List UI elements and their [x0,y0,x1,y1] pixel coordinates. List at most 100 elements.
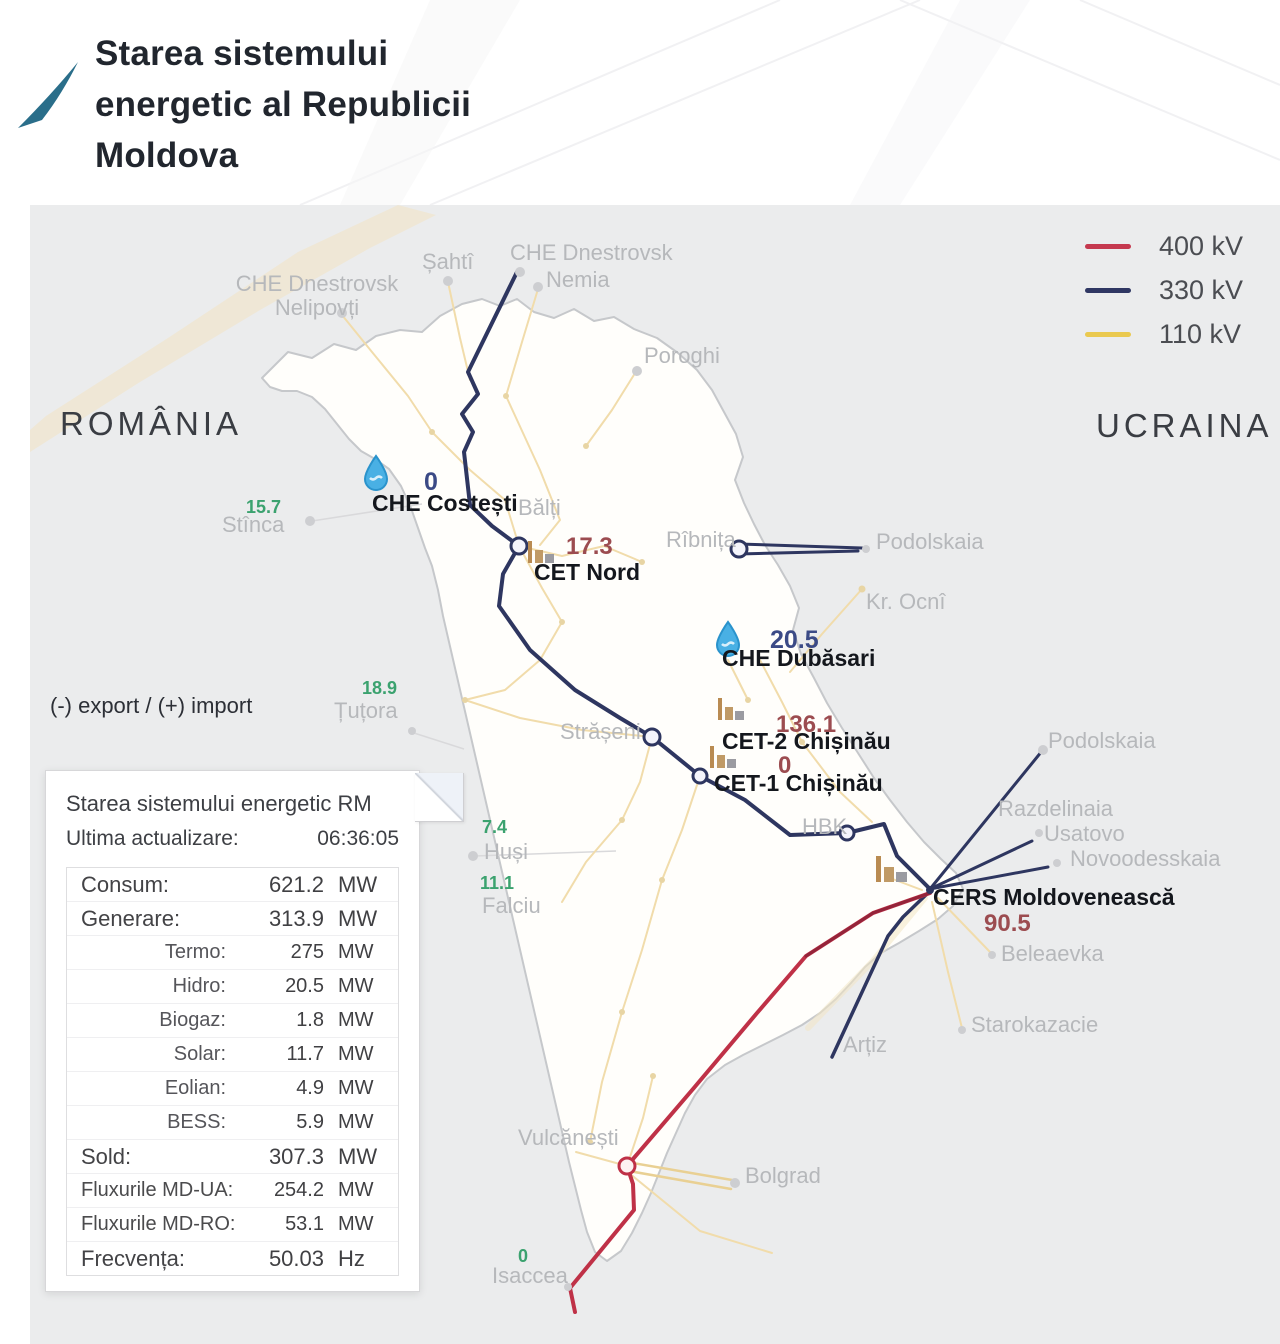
map-label-vulc-ne-ti: Vulcănești [518,1125,619,1150]
panel-row-generare-unit: MW [338,905,378,931]
map-label-ucraina: UCRAINA [1096,407,1273,444]
map-label-ar-iz: Arțiz [843,1032,887,1057]
legend-row-110kv: 110 kV [1085,317,1243,351]
map-label-b-l-i: Bălți [518,495,561,520]
map-label-136-1: 136.1 [776,711,837,738]
panel-row-eolian-label: Eolian: [164,1077,226,1099]
page-title-line3: Moldova [95,136,239,175]
panel-row-fluxurile-md-ro: Fluxurile MD-RO: 53.1 MW [67,1207,398,1241]
junction-dots-110kv [429,393,866,1145]
panel-row-consum-unit: MW [338,871,378,897]
map-label-cet-nord: CET Nord [534,559,641,585]
panel-row-solar-value: 11.7 [286,1043,324,1065]
map-label-15-7: 15.7 [246,497,282,517]
line-110kv-band-cers [805,895,928,1031]
header: Starea sistemului energetic al Republici… [0,0,1280,205]
panel-row-eolian-value: 4.9 [296,1077,324,1099]
map-label-cet-2-chi-in-u: CET-2 Chișinău [722,728,891,754]
map-label-podolskaia: Podolskaia [1048,728,1156,753]
panel-row-consum-label: Consum: [81,871,170,897]
panel-row-hidro-label: Hidro: [172,975,226,997]
map-label-poroghi: Poroghi [644,343,720,368]
panel-row-fluxurile-md-ua-value: 254.2 [273,1179,324,1201]
map-label-str-eni: Strășeni [560,719,641,744]
coast-shading [30,205,436,452]
panel-row-fluxurile-md-ro-unit: MW [338,1213,374,1235]
panel-folded-corner-icon [415,773,464,822]
grid-map: ROMÂNIA UCRAINA CHE Dnestrovsk Nelipovți Șa… [30,205,1280,1344]
panel-row-termo-unit: MW [338,941,374,963]
panel-row-bess-label: BESS: [167,1111,226,1133]
panel-row-bess-unit: MW [338,1111,374,1133]
map-label-11-1: 11.1 [480,873,515,893]
map-label-7-4: 7.4 [482,817,508,837]
map-label-beleaevka: Beleaevka [1001,941,1104,966]
legend-label-110kv: 110 kV [1159,318,1242,349]
legend-row-330kv: 330 kV [1085,273,1243,307]
page-title: Starea sistemului energetic al Republici… [95,28,471,181]
map-label-r-bni-a: Rîbnița [666,527,736,552]
panel-row-termo-label: Termo: [164,941,226,963]
hydro-plant-icon-dubasari [715,620,741,657]
legend-label-400kv: 400 kV [1159,230,1244,261]
panel-row-frecven-a: Frecvența: 50.03 Hz [67,1241,398,1275]
map-label-che-coste-ti: CHE Costești [372,490,518,516]
legend-swatch-330kv-icon [1085,287,1131,293]
header-decoration [299,0,1280,205]
panel-row-solar: Solar: 11.7 MW [67,1037,398,1071]
panel-row-sold-label: Sold: [81,1143,132,1169]
map-label-20-5: 20.5 [770,626,819,654]
panel-row-fluxurile-md-ua-unit: MW [338,1179,374,1201]
panel-row-hidro: Hidro: 20.5 MW [67,969,398,1003]
panel-row-bess-value: 5.9 [296,1111,324,1133]
panel-row-generare-value: 313.9 [268,905,324,931]
map-label-18-9: 18.9 [362,678,398,698]
status-panel-updated: Ultima actualizare: 06:36:05 [66,827,399,851]
map-label-cet-1-chi-in-u: CET-1 Chișinău [714,770,883,796]
legend-swatch-400kv-icon [1085,243,1131,249]
map-label-export-import: (-) export / (+) import [50,693,253,718]
line-400kv-dark-segment [804,891,932,958]
panel-row-fluxurile-md-ro-label: Fluxurile MD-RO: [81,1213,236,1235]
moldova-outline [261,298,964,1262]
panel-row-fluxurile-md-ua: Fluxurile MD-UA: 254.2 MW [67,1173,398,1207]
thermal-plant-icon-cet2 [718,698,744,720]
panel-row-fluxurile-md-ro-value: 53.1 [285,1213,324,1235]
map-label-podolskaia: Podolskaia [876,529,984,554]
map-label-hbk: HBK [802,814,848,839]
map-label-u-ora: Țuțora [334,698,398,723]
lines-110kv-bolgrad [625,1160,734,1191]
thermal-plant-icon-cet1 [710,746,736,768]
legend-label-330kv: 330 kV [1159,274,1244,305]
panel-row-biogaz: Biogaz: 1.8 MW [67,1003,398,1037]
legend: 400 kV 330 kV 110 kV [1085,229,1243,361]
status-panel: Starea sistemului energetic RM Ultima ac… [45,770,420,1292]
panel-row-sold: Sold: 307.3 MW [67,1139,398,1173]
panel-row-sold-value: 307.3 [268,1143,324,1169]
map-label-che-dnestrovsk: CHE Dnestrovsk [510,240,673,265]
app-logo-arrow-icon [18,62,78,128]
panel-row-solar-label: Solar: [173,1043,226,1065]
map-label-17-3: 17.3 [566,533,613,560]
map-label-isaccea: Isaccea [492,1263,568,1288]
panel-row-eolian: Eolian: 4.9 MW [67,1071,398,1105]
map-label-razdelinaia: Razdelinaia [998,796,1113,821]
hydro-plant-icon-costesti [363,454,389,491]
map-label-rom-nia: ROMÂNIA [60,405,243,442]
page-title-line1: Starea sistemului [95,34,389,73]
panel-row-biogaz-label: Biogaz: [159,1009,226,1031]
panel-row-frecven-a-label: Frecvența: [81,1245,185,1271]
panel-row-biogaz-value: 1.8 [296,1009,324,1031]
panel-row-eolian-unit: MW [338,1077,374,1099]
panel-row-generare-label: Generare: [81,905,181,931]
panel-row-biogaz-unit: MW [338,1009,374,1031]
thermal-plant-icon-cers [876,856,907,882]
panel-row-frecven-a-unit: Hz [338,1245,365,1271]
legend-swatch-110kv-icon [1085,331,1131,337]
map-label-0: 0 [424,468,438,496]
thermal-plant-icon-cet-nord [528,541,554,563]
panel-row-generare: Generare: 313.9 MW [67,901,398,935]
map-label-usatovo: Usatovo [1044,821,1125,846]
map-label-hu-i: Huși [484,839,529,864]
